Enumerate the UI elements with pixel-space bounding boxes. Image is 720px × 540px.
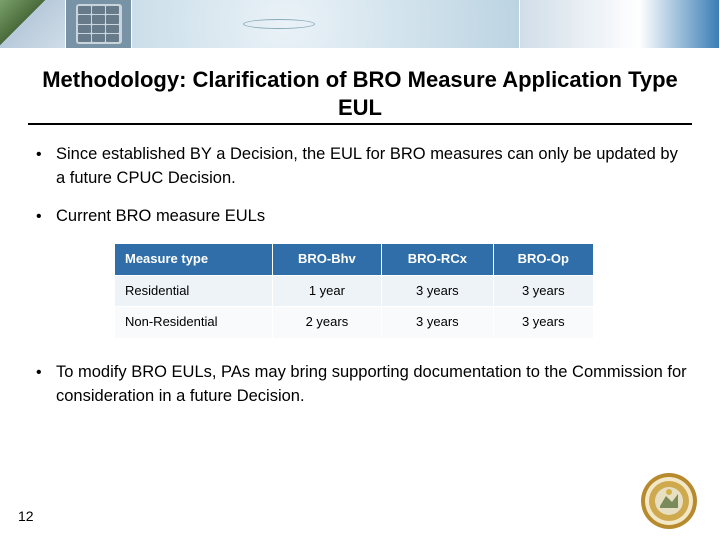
cell: 3 years [382, 275, 493, 307]
water-droplet-image [132, 0, 520, 48]
bullet-text: Since established BY a Decision, the EUL… [56, 145, 678, 187]
cell: 3 years [493, 307, 593, 339]
cell: Non-Residential [115, 307, 273, 339]
header-image-strip [0, 0, 720, 48]
table-header-row: Measure type BRO-Bhv BRO-RCx BRO-Op [115, 243, 594, 275]
page-number: 12 [18, 508, 34, 524]
cell: 3 years [382, 307, 493, 339]
cell: 3 years [493, 275, 593, 307]
bullet-list: Since established BY a Decision, the EUL… [30, 143, 690, 229]
col-header: BRO-Bhv [272, 243, 381, 275]
col-header: BRO-RCx [382, 243, 493, 275]
cell: 2 years [272, 307, 381, 339]
table-row: Residential 1 year 3 years 3 years [115, 275, 594, 307]
table-row: Non-Residential 2 years 3 years 3 years [115, 307, 594, 339]
house-image [0, 0, 66, 48]
cell: Residential [115, 275, 273, 307]
content-area: Since established BY a Decision, the EUL… [0, 129, 720, 409]
bullet-text: Current BRO measure EULs [56, 207, 265, 225]
page-title: Methodology: Clarification of BRO Measur… [28, 66, 692, 125]
state-seal-icon [640, 472, 698, 530]
bullet-list: To modify BRO EULs, PAs may bring suppor… [30, 361, 690, 409]
col-header: BRO-Op [493, 243, 593, 275]
eul-table: Measure type BRO-Bhv BRO-RCx BRO-Op Resi… [114, 243, 594, 340]
table-wrapper: Measure type BRO-Bhv BRO-RCx BRO-Op Resi… [30, 243, 690, 340]
col-header: Measure type [115, 243, 273, 275]
cell: 1 year [272, 275, 381, 307]
bullet-text: To modify BRO EULs, PAs may bring suppor… [56, 363, 687, 405]
header-gradient [520, 0, 720, 48]
bullet-item: To modify BRO EULs, PAs may bring suppor… [30, 361, 690, 409]
bullet-item: Current BRO measure EULs [30, 205, 690, 229]
bullet-item: Since established BY a Decision, the EUL… [30, 143, 690, 191]
calculator-image [66, 0, 132, 48]
